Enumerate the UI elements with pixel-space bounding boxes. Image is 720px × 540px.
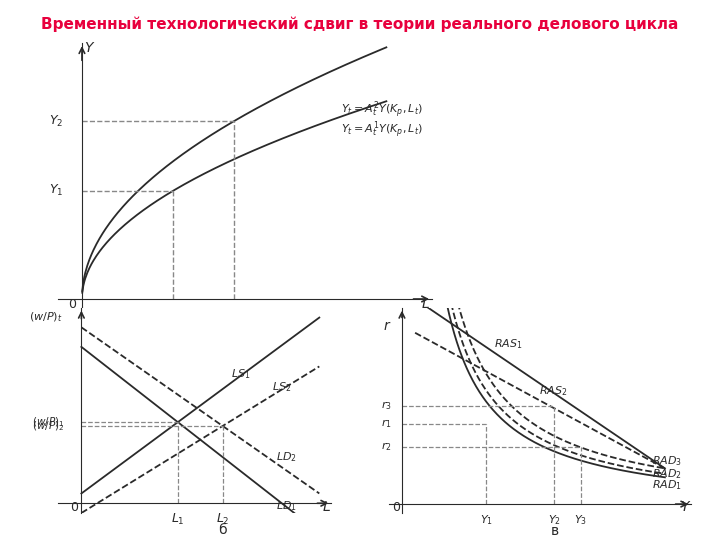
- Text: $L_2$: $L_2$: [228, 309, 241, 324]
- Text: $0$: $0$: [392, 501, 401, 514]
- Text: $RAD_3$: $RAD_3$: [652, 454, 682, 468]
- Text: в: в: [550, 524, 559, 538]
- Text: $Y_1$: $Y_1$: [480, 513, 492, 527]
- Text: $RAD_2$: $RAD_2$: [652, 467, 682, 481]
- Text: $Y$: $Y$: [84, 40, 95, 55]
- Text: Временный технологический сдвиг в теории реального делового цикла: Временный технологический сдвиг в теории…: [41, 16, 679, 32]
- Text: $r$: $r$: [383, 319, 392, 333]
- Text: б: б: [218, 523, 227, 537]
- Text: $(w/P)_1$: $(w/P)_1$: [32, 415, 65, 429]
- Text: $r_2$: $r_2$: [381, 441, 392, 454]
- Text: $RAD_1$: $RAD_1$: [652, 478, 682, 492]
- Text: а: а: [230, 326, 238, 340]
- Text: $Y_3$: $Y_3$: [575, 513, 588, 527]
- Text: $Y_1$: $Y_1$: [49, 183, 63, 198]
- Text: $(w/P)_t$: $(w/P)_t$: [29, 311, 63, 325]
- Text: $Y$: $Y$: [680, 500, 692, 514]
- Text: $L_2$: $L_2$: [216, 512, 230, 527]
- Text: $L_1$: $L_1$: [171, 512, 185, 527]
- Text: $RAS_2$: $RAS_2$: [539, 384, 567, 399]
- Text: $LD_2$: $LD_2$: [276, 450, 297, 464]
- Text: $Y_t = A_t^1 Y(K_p, L_t)$: $Y_t = A_t^1 Y(K_p, L_t)$: [341, 118, 423, 139]
- Text: $Y_2$: $Y_2$: [50, 113, 63, 129]
- Text: $RAS_1$: $RAS_1$: [494, 337, 523, 351]
- Text: $LS_2$: $LS_2$: [271, 380, 291, 394]
- Text: $LD_1$: $LD_1$: [276, 499, 297, 512]
- Text: $L$: $L$: [421, 296, 431, 310]
- Text: $L$: $L$: [322, 500, 331, 514]
- Text: $0$: $0$: [70, 501, 78, 514]
- Text: $Y_2$: $Y_2$: [548, 513, 561, 527]
- Text: $r_1$: $r_1$: [381, 417, 392, 430]
- Text: $(w/P)_2$: $(w/P)_2$: [32, 419, 65, 433]
- Text: $r_3$: $r_3$: [381, 400, 392, 413]
- Text: $Y_t = A_t^2 Y(K_p, L_t)$: $Y_t = A_t^2 Y(K_p, L_t)$: [341, 99, 423, 120]
- Text: $L_1$: $L_1$: [166, 309, 180, 324]
- Text: $0$: $0$: [68, 298, 77, 310]
- Text: $LS_1$: $LS_1$: [231, 367, 251, 381]
